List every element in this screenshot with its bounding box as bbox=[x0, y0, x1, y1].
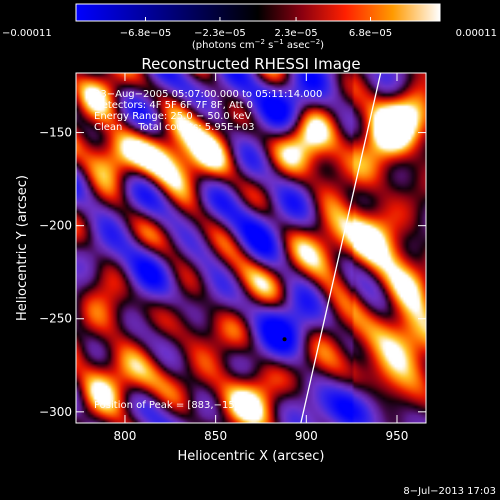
limb-line bbox=[300, 73, 382, 423]
colorbar-tick-label: 2.3e−05 bbox=[274, 28, 317, 39]
colorbar-tick-label: −2.3e−05 bbox=[194, 28, 246, 39]
y-tick-label: −150 bbox=[39, 126, 72, 140]
x-axis-label: Heliocentric X (arcsec) bbox=[178, 449, 325, 464]
chart-title: Reconstructed RHESSI Image bbox=[141, 55, 360, 73]
x-tick-label: 850 bbox=[204, 429, 227, 443]
peak-marker bbox=[282, 337, 287, 342]
colorbar-tick-label: −6.8e−05 bbox=[120, 28, 172, 39]
x-axis-ticks: 800 850 900 950 bbox=[114, 73, 409, 443]
footer-date: 8−Jul−2013 17:03 bbox=[403, 486, 496, 497]
y-axis-label: Heliocentric Y (arcsec) bbox=[15, 175, 30, 321]
colorbar-tick-label: −0.00011 bbox=[2, 28, 52, 39]
colorbar-tick-label: 6.8e−05 bbox=[349, 28, 392, 39]
x-tick-label: 950 bbox=[386, 429, 409, 443]
x-tick-label: 800 bbox=[114, 429, 137, 443]
colorbar-tick-label: 0.00011 bbox=[456, 28, 497, 39]
y-axis-ticks: −150 −200 −250 −300 bbox=[39, 126, 426, 419]
y-tick-label: −300 bbox=[39, 405, 72, 419]
annotation-peak-position: Position of Peak = [883,−155] bbox=[94, 400, 245, 411]
colorbar bbox=[75, 3, 441, 22]
x-tick-label: 900 bbox=[295, 429, 318, 443]
colorbar-ticks: −0.00011 −6.8e−05 −2.3e−05 2.3e−05 6.8e−05 0.… bbox=[2, 17, 497, 39]
plot-frame bbox=[75, 72, 427, 424]
y-tick-label: −200 bbox=[39, 219, 72, 233]
annotation-energy-range: Energy Range: 25.0 − 50.0 keV bbox=[94, 111, 251, 122]
annotation-time-range: 23−Aug−2005 05:07:00.000 to 05:11:14.000 bbox=[94, 89, 322, 100]
y-tick-label: −250 bbox=[39, 312, 72, 326]
colorbar-units: (photons cm−2 s−1 asec−2) bbox=[192, 38, 324, 51]
annotation-clean-counts: Clean Total counts: 5.95E+03 bbox=[94, 122, 254, 133]
annotation-detectors: Detectors: 4F 5F 6F 7F 8F, Att 0 bbox=[94, 100, 253, 111]
